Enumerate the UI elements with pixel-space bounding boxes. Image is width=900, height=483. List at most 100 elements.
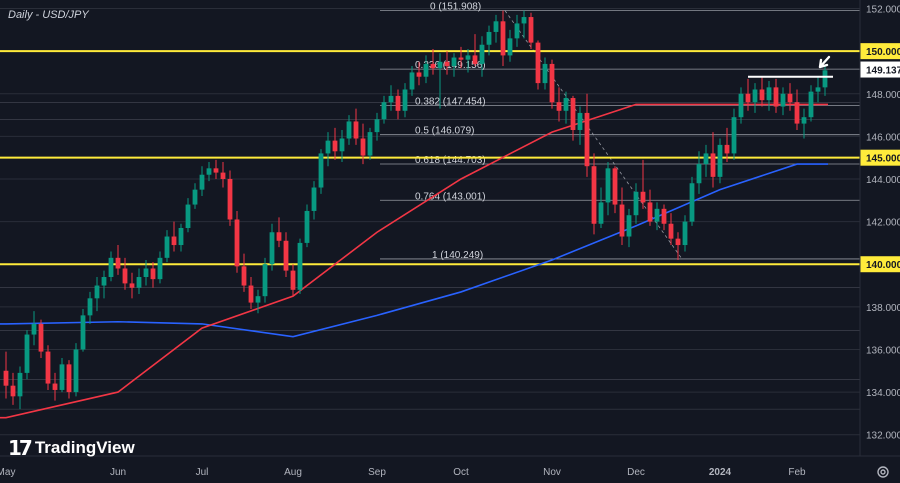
candle-body bbox=[535, 42, 541, 84]
level-badge-label: 140.000 bbox=[866, 260, 900, 271]
price-tick-label: 138.000 bbox=[866, 303, 900, 314]
candle-body bbox=[388, 95, 394, 103]
candle-body bbox=[591, 166, 597, 224]
candle-body bbox=[192, 189, 198, 205]
candle-body bbox=[528, 17, 534, 43]
candle-body bbox=[752, 89, 758, 103]
price-tick-label: 144.000 bbox=[866, 175, 900, 186]
sma-200-line bbox=[0, 163, 828, 338]
candle-body bbox=[626, 215, 632, 237]
candle-body bbox=[500, 21, 506, 56]
pointer-arrow-icon bbox=[818, 55, 831, 69]
candle-body bbox=[346, 121, 352, 139]
candle-body bbox=[668, 223, 674, 239]
candle-body bbox=[780, 93, 786, 107]
candle-body bbox=[612, 168, 618, 205]
fib-level-label: 0.236 (149.156) bbox=[415, 60, 486, 71]
time-tick-label: May bbox=[0, 467, 15, 478]
candle-body bbox=[332, 140, 338, 152]
candle-body bbox=[241, 266, 247, 286]
time-tick-label: Aug bbox=[284, 467, 302, 478]
candle-body bbox=[787, 93, 793, 103]
candle-body bbox=[381, 102, 387, 120]
candle-body bbox=[269, 232, 275, 265]
candle-body bbox=[185, 204, 191, 228]
candle-body bbox=[507, 38, 513, 56]
candle-body bbox=[17, 372, 23, 397]
candle-body bbox=[129, 283, 135, 288]
candle-body bbox=[472, 55, 478, 64]
candle-body bbox=[227, 178, 233, 220]
candle-body bbox=[661, 208, 667, 224]
candle-body bbox=[87, 298, 93, 316]
candle-body bbox=[703, 153, 709, 165]
time-tick-label: Jun bbox=[110, 467, 126, 478]
candle-body bbox=[717, 144, 723, 177]
time-tick-label: Oct bbox=[453, 467, 469, 478]
candle-body bbox=[171, 236, 177, 246]
candle-body bbox=[290, 270, 296, 290]
gear-icon[interactable] bbox=[876, 465, 890, 479]
time-tick-label: Sep bbox=[368, 467, 386, 478]
candle-body bbox=[689, 183, 695, 222]
candle-body bbox=[731, 117, 737, 154]
candle-body bbox=[444, 61, 450, 67]
candle-body bbox=[647, 202, 653, 222]
candle-body bbox=[563, 98, 569, 111]
candle-body bbox=[521, 17, 527, 24]
sma-100-line bbox=[0, 103, 828, 419]
candle-body bbox=[178, 228, 184, 246]
candle-body bbox=[542, 63, 548, 84]
time-tick-label: Dec bbox=[627, 467, 645, 478]
candle-body bbox=[584, 112, 590, 167]
tradingview-logo: 17 TradingView bbox=[8, 436, 135, 460]
fib-level-label: 0.382 (147.454) bbox=[415, 96, 486, 107]
candle-body bbox=[577, 112, 583, 130]
candle-body bbox=[451, 57, 457, 67]
candle-body bbox=[598, 202, 604, 224]
candle-body bbox=[94, 285, 100, 299]
price-tick-label: 152.000 bbox=[866, 5, 900, 16]
candle-body bbox=[31, 323, 37, 335]
price-tick-label: 134.000 bbox=[866, 388, 900, 399]
candle-body bbox=[815, 87, 821, 92]
tradingview-wordmark: TradingView bbox=[34, 438, 135, 457]
candle-body bbox=[458, 57, 464, 60]
candle-body bbox=[395, 95, 401, 111]
candle-body bbox=[822, 70, 828, 88]
candle-body bbox=[633, 191, 639, 216]
candle-body bbox=[206, 168, 212, 175]
current-price-label: 149.137 bbox=[866, 66, 900, 77]
candle-body bbox=[122, 268, 128, 284]
fib-level-label: 0.764 (143.001) bbox=[415, 191, 486, 202]
candle-body bbox=[766, 87, 772, 101]
candle-body bbox=[143, 268, 149, 278]
time-tick-label: 2024 bbox=[709, 467, 732, 478]
candle-body bbox=[738, 93, 744, 118]
candle-body bbox=[45, 351, 51, 384]
chart-title: Daily - USD/JPY bbox=[8, 9, 89, 21]
candle-body bbox=[136, 277, 142, 288]
time-tick-label: Feb bbox=[788, 467, 806, 478]
candles-group bbox=[3, 10, 828, 410]
candle-body bbox=[808, 91, 814, 118]
candle-body bbox=[283, 240, 289, 271]
candle-body bbox=[360, 138, 366, 156]
candle-body bbox=[423, 63, 429, 77]
candle-body bbox=[262, 264, 268, 297]
level-badge bbox=[860, 149, 900, 166]
candle-body bbox=[339, 138, 345, 152]
candle-body bbox=[556, 102, 562, 111]
candle-body bbox=[801, 117, 807, 124]
candle-body bbox=[38, 323, 44, 352]
candle-body bbox=[101, 277, 107, 286]
candle-body bbox=[402, 89, 408, 111]
candle-body bbox=[108, 257, 114, 278]
candle-body bbox=[430, 63, 436, 69]
candle-body bbox=[220, 172, 226, 179]
price-tick-label: 146.000 bbox=[866, 132, 900, 143]
candle-body bbox=[465, 55, 471, 60]
fib-level-label: 0 (151.908) bbox=[430, 1, 481, 12]
candle-body bbox=[710, 153, 716, 177]
